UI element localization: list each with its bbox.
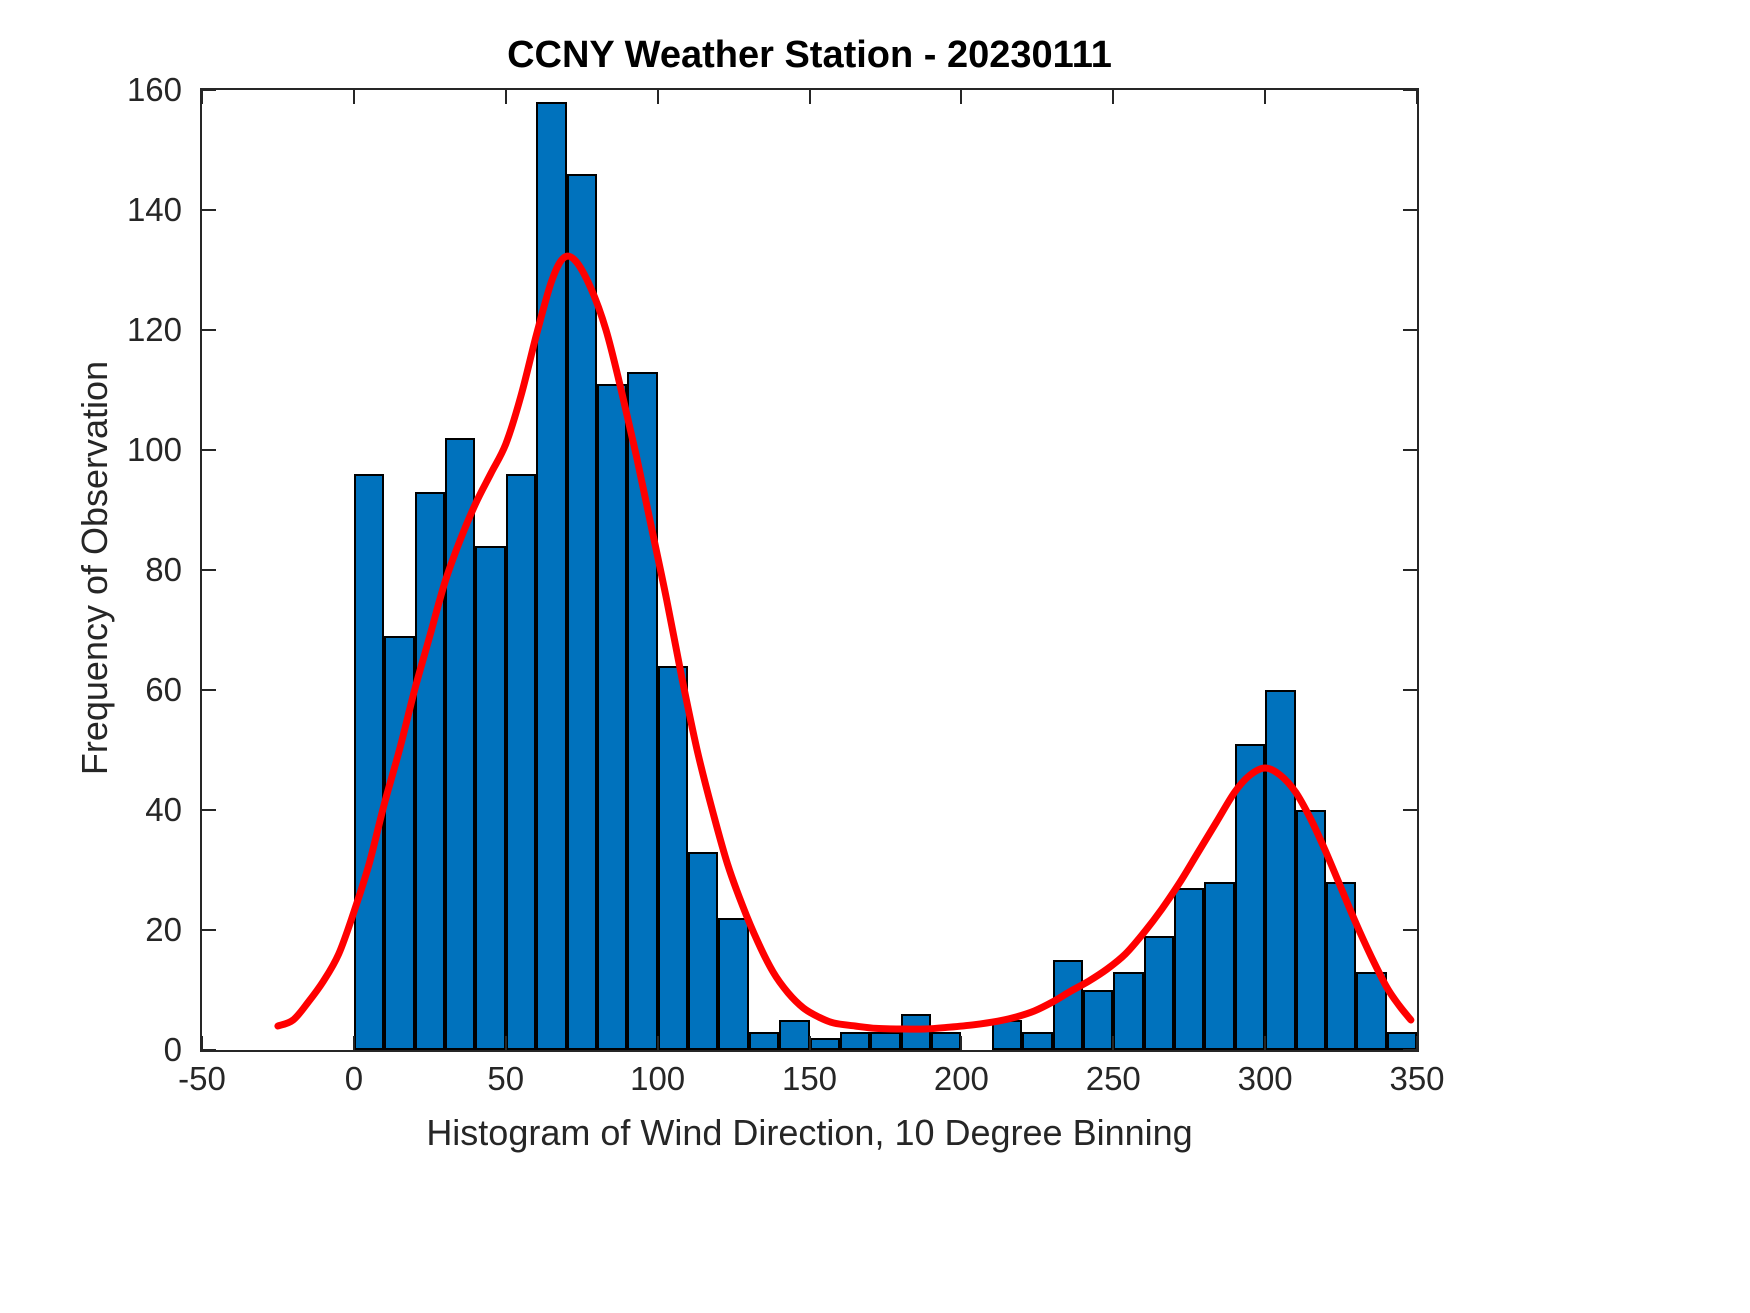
- chart-title: CCNY Weather Station - 20230111: [507, 34, 1112, 76]
- histogram-bar: [1386, 1032, 1417, 1050]
- tick-mark: [202, 689, 216, 691]
- tick-mark: [1403, 689, 1417, 691]
- tick-mark: [1403, 209, 1417, 211]
- x-tick-label: 150: [781, 1060, 838, 1097]
- tick-mark: [960, 1036, 963, 1050]
- tick-mark: [1403, 329, 1417, 331]
- tick-mark: [656, 1036, 659, 1050]
- tick-mark: [504, 90, 507, 104]
- y-tick-label: 80: [145, 551, 182, 588]
- histogram-bar: [870, 1032, 901, 1050]
- tick-mark: [202, 329, 216, 331]
- tick-mark: [202, 809, 216, 811]
- x-tick-label: 50: [487, 1060, 525, 1097]
- histogram-bar: [839, 1032, 871, 1050]
- y-tick-label: 60: [145, 671, 182, 708]
- tick-mark: [808, 90, 811, 104]
- tick-mark: [202, 929, 216, 931]
- tick-mark: [1403, 449, 1417, 451]
- y-tick-label: 20: [145, 911, 182, 948]
- x-tick-label: 200: [933, 1060, 989, 1097]
- tick-mark: [352, 90, 355, 104]
- tick-mark: [202, 1049, 216, 1051]
- tick-mark: [1403, 1049, 1417, 1051]
- y-tick-label: 160: [126, 71, 182, 108]
- histogram-bar: [931, 1032, 962, 1050]
- y-tick-label: 100: [126, 431, 182, 468]
- tick-mark: [201, 1036, 203, 1050]
- tick-mark: [202, 89, 216, 91]
- tick-marks-layer: [201, 89, 1418, 1051]
- x-axis-label: Histogram of Wind Direction, 10 Degree B…: [426, 1112, 1193, 1153]
- histogram-bar: [1022, 1032, 1053, 1050]
- plot-area: [200, 88, 1419, 1052]
- tick-mark: [504, 1036, 507, 1050]
- tick-mark: [808, 1036, 811, 1050]
- x-tick-label: 350: [1389, 1060, 1445, 1097]
- x-tick-label: 300: [1237, 1060, 1293, 1097]
- x-tick-label: 250: [1085, 1060, 1141, 1097]
- histogram-bar: [748, 1032, 780, 1050]
- histogram-bar: [809, 1038, 840, 1050]
- x-tick-label: 100: [630, 1060, 686, 1097]
- tick-mark: [202, 209, 216, 211]
- tick-mark: [1403, 809, 1417, 811]
- y-tick-label: 40: [145, 791, 182, 828]
- tick-mark: [656, 90, 659, 104]
- tick-mark: [1264, 1036, 1267, 1050]
- y-tick-label: 0: [163, 1031, 182, 1068]
- tick-mark: [1112, 90, 1115, 104]
- tick-mark: [201, 90, 203, 104]
- x-tick-label: -50: [178, 1060, 226, 1097]
- tick-mark: [1112, 1036, 1115, 1050]
- tick-mark: [1403, 929, 1417, 931]
- tick-mark: [1403, 569, 1417, 571]
- tick-mark: [1416, 1036, 1418, 1050]
- tick-mark: [960, 90, 963, 104]
- tick-mark: [1264, 90, 1267, 104]
- tick-mark: [1416, 90, 1418, 104]
- tick-mark: [1403, 89, 1417, 91]
- tick-mark: [352, 1036, 355, 1050]
- y-tick-label: 140: [126, 191, 182, 228]
- x-tick-label: 0: [344, 1060, 364, 1097]
- tick-mark: [202, 449, 216, 451]
- y-tick-label: 120: [126, 311, 182, 348]
- tick-mark: [202, 569, 216, 571]
